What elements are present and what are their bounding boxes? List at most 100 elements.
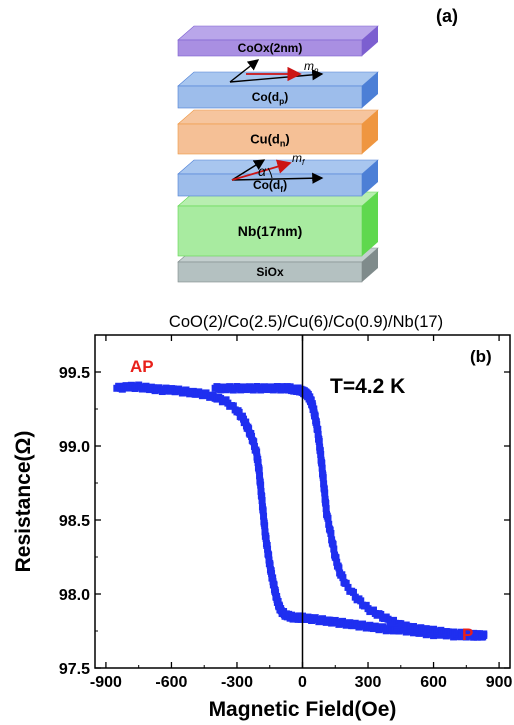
data-point xyxy=(250,438,258,446)
layer-side-face xyxy=(362,192,378,256)
layer-top-face xyxy=(177,25,379,41)
layer-front-face xyxy=(177,261,363,283)
data-point xyxy=(336,569,344,577)
alpha-label: α xyxy=(258,163,267,179)
data-point xyxy=(263,541,271,549)
data-point xyxy=(359,601,367,609)
x-tick-label: -600 xyxy=(155,674,187,691)
x-tick-label: -900 xyxy=(90,674,122,691)
data-point xyxy=(257,487,265,495)
data-point xyxy=(325,520,333,528)
data-point xyxy=(321,489,329,497)
layer-top-face xyxy=(177,109,379,125)
data-point xyxy=(320,484,328,492)
layer-front-face xyxy=(177,39,363,57)
panel-b-label: (b) xyxy=(470,347,492,366)
data-point xyxy=(235,408,243,416)
data-point xyxy=(312,417,320,425)
data-point xyxy=(253,448,261,456)
data-point xyxy=(245,425,253,433)
x-axis-label: Magnetic Field(Oe) xyxy=(209,698,397,721)
data-point xyxy=(322,505,330,513)
temperature-annotation: T=4.2 K xyxy=(330,375,405,398)
ap-annotation: AP xyxy=(130,357,154,376)
data-point xyxy=(229,402,237,410)
y-tick-label: 99.0 xyxy=(59,439,90,456)
data-point xyxy=(268,570,276,578)
data-point xyxy=(248,432,256,440)
data-point xyxy=(321,495,329,503)
y-tick-label: 98.0 xyxy=(59,587,90,604)
layer-label: Co(dp) xyxy=(252,90,288,106)
data-point xyxy=(344,583,352,591)
data-point xyxy=(258,497,266,505)
data-point xyxy=(330,545,338,553)
y-tick-label: 97.5 xyxy=(59,661,90,678)
axis-arrow-icon xyxy=(231,172,324,184)
data-point xyxy=(265,551,273,559)
data-point xyxy=(328,536,336,544)
data-point xyxy=(325,525,333,533)
layer-label: Co(df) xyxy=(253,178,287,194)
angle-arc-icon xyxy=(267,167,273,179)
data-point xyxy=(317,450,325,458)
y-tick-label: 99.5 xyxy=(59,365,90,382)
chart-title: CoO(2)/Co(2.5)/Cu(6)/Co(0.9)/Nb(17) xyxy=(169,313,443,331)
data-point xyxy=(261,528,269,536)
mf-arrow-icon xyxy=(231,159,292,181)
data-point xyxy=(319,470,327,478)
layer-label: Nb(17nm) xyxy=(238,223,303,239)
data-point xyxy=(255,466,263,474)
p-annotation: P xyxy=(462,625,473,644)
data-point xyxy=(318,464,326,472)
layer-side-face xyxy=(362,160,378,196)
layer-stack-diagram: SiOx Nb(17nm) Co(df) Cu(dn) Co(dp) CoOx(2nm) m… xyxy=(177,25,379,283)
axis-arrow-icon xyxy=(231,159,266,181)
data-point xyxy=(269,574,277,582)
data-point xyxy=(379,614,387,622)
data-point xyxy=(266,561,274,569)
data-point xyxy=(272,589,280,597)
data-point xyxy=(323,510,331,518)
x-tick-label: -300 xyxy=(221,674,253,691)
x-tick-label: 300 xyxy=(355,674,382,691)
data-point xyxy=(258,492,266,500)
data-point xyxy=(320,480,328,488)
x-tick-label: 900 xyxy=(486,674,513,691)
data-point xyxy=(316,443,324,451)
layer-label: SiOx xyxy=(256,265,284,279)
axis-arrow-icon xyxy=(229,59,260,83)
data-point xyxy=(346,587,354,595)
data-point xyxy=(250,442,258,450)
data-point xyxy=(317,456,325,464)
data-point xyxy=(242,418,250,426)
x-tick-label: 0 xyxy=(298,674,307,691)
data-point xyxy=(262,535,270,543)
layer-front-face xyxy=(177,85,363,109)
data-point xyxy=(351,593,359,601)
data-point xyxy=(333,562,341,570)
data-point xyxy=(331,551,339,559)
mf-label: mf xyxy=(292,151,305,167)
data-point xyxy=(261,522,269,530)
data-point xyxy=(257,481,265,489)
layer-front-face xyxy=(177,205,363,257)
layer-side-face xyxy=(362,26,378,56)
layer-label: CoOx(2nm) xyxy=(238,41,303,55)
data-point xyxy=(340,578,348,586)
layer-front-face xyxy=(177,123,363,155)
y-tick-label: 98.5 xyxy=(59,513,90,530)
data-point xyxy=(260,512,268,520)
layer-side-face xyxy=(362,72,378,108)
layer-label: Cu(dn) xyxy=(250,132,290,149)
data-point xyxy=(254,459,262,467)
layer-side-face xyxy=(362,248,378,282)
layer-side-face xyxy=(362,110,378,154)
data-point xyxy=(270,581,278,589)
data-point xyxy=(256,472,264,480)
panel-a-label: (a) xyxy=(436,6,458,26)
plot-area: -900 -600 -300 0 300 600 900 97.5 98.0 98.5 99.0 99… xyxy=(12,334,513,721)
data-point xyxy=(211,384,219,392)
data-point xyxy=(264,545,272,553)
